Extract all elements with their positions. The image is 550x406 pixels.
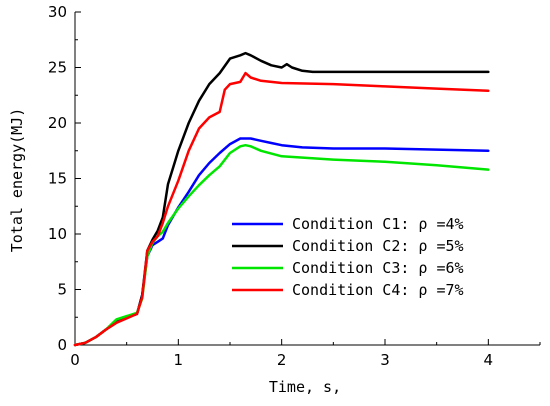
x-tick-label: 3: [380, 351, 390, 369]
series-line-2: [73, 51, 490, 347]
y-tick-label: 5: [57, 281, 67, 299]
plot-axes: 0 5 10 15 20 25 30 0 1 2 3 4: [48, 3, 541, 369]
x-tick-label: 2: [277, 351, 287, 369]
x-tick-label: 1: [174, 351, 184, 369]
y-tick-label: 25: [48, 59, 67, 77]
x-tick-label: 0: [70, 351, 80, 369]
legend-label-1: Condition C1: ρ =4%: [292, 215, 464, 233]
x-axis-title: Time, s,: [269, 378, 341, 396]
x-tick-label: 4: [484, 351, 494, 369]
y-tick-label: 10: [48, 225, 67, 243]
legend-label-3: Condition C3: ρ =6%: [292, 259, 464, 277]
legend-label-4: Condition C4: ρ =7%: [292, 281, 464, 299]
y-axis-title: Total energy(MJ): [8, 108, 26, 253]
y-tick-label: 20: [48, 114, 67, 132]
series-layer: [73, 51, 490, 347]
y-tick-label: 15: [48, 170, 67, 188]
y-tick-label: 0: [57, 336, 67, 354]
legend-label-2: Condition C2: ρ =5%: [292, 237, 464, 255]
series-line-3: [73, 143, 490, 347]
legend: Condition C1: ρ =4% Condition C2: ρ =5% Co…: [232, 215, 464, 299]
series-line-4: [73, 71, 490, 347]
y-tick-label: 30: [48, 3, 67, 21]
